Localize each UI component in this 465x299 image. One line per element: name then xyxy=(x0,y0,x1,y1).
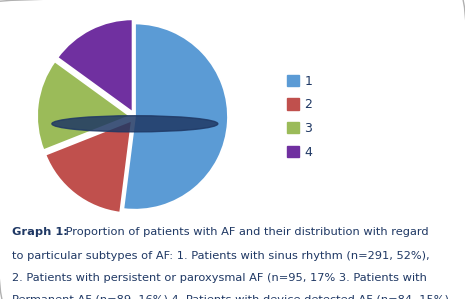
Text: 2. Patients with persistent or paroxysmal AF (n=95, 17% 3. Patients with: 2. Patients with persistent or paroxysma… xyxy=(12,273,426,283)
Text: Permanent AF (n=89, 16%) 4. Patients with device detected AF (n=84, 15%).: Permanent AF (n=89, 16%) 4. Patients wit… xyxy=(12,294,452,299)
Text: to particular subtypes of AF: 1. Patients with sinus rhythm (n=291, 52%),: to particular subtypes of AF: 1. Patient… xyxy=(12,251,429,261)
Wedge shape xyxy=(57,19,133,112)
Text: Proportion of patients with AF and their distribution with regard: Proportion of patients with AF and their… xyxy=(62,227,428,237)
Wedge shape xyxy=(37,61,130,150)
Ellipse shape xyxy=(52,116,218,132)
Text: Graph 1:: Graph 1: xyxy=(12,227,67,237)
Wedge shape xyxy=(123,23,228,210)
Legend: 1, 2, 3, 4: 1, 2, 3, 4 xyxy=(287,75,312,158)
Wedge shape xyxy=(45,120,132,213)
